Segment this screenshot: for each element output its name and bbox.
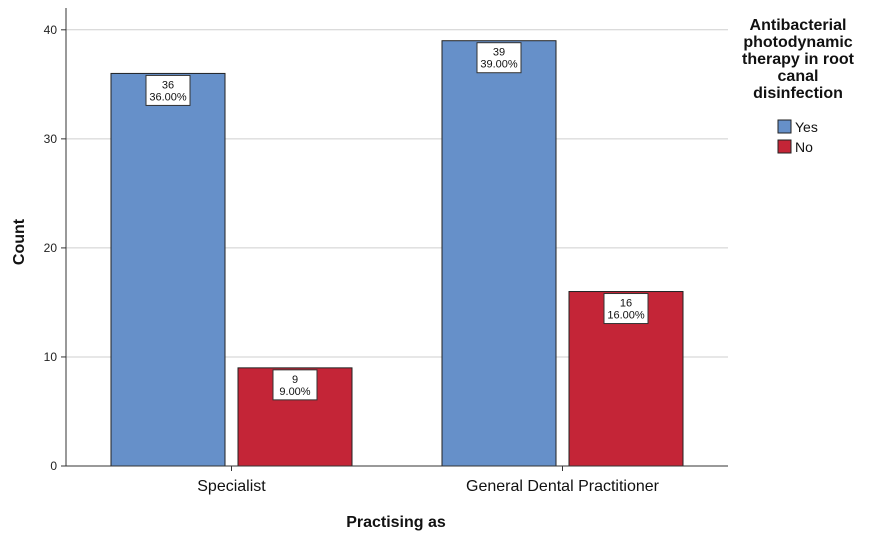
legend-title-line: canal (778, 68, 819, 85)
data-label-count: 16 (620, 298, 632, 310)
x-tick-label: General Dental Practitioner (466, 478, 660, 495)
legend-label-yes: Yes (795, 119, 818, 135)
y-tick-label: 20 (44, 241, 58, 255)
data-label-percent: 39.00% (480, 59, 518, 71)
data-label-box (603, 293, 649, 325)
data-label-box (272, 369, 318, 401)
data-label-count: 39 (493, 47, 505, 59)
y-tick-label: 30 (44, 132, 58, 146)
legend-label-no: No (795, 139, 813, 155)
x-axis-title: Practising as (346, 514, 446, 531)
bar-yes (441, 40, 557, 467)
legend-title-line: therapy in root (742, 51, 855, 68)
legend-swatch-yes (777, 119, 792, 134)
data-label: 99.00% (272, 369, 318, 401)
legend-title-line: photodynamic (743, 34, 852, 51)
data-label-count: 36 (162, 79, 174, 91)
bars (110, 40, 684, 467)
y-tick-label: 40 (44, 23, 58, 37)
x-tick-label: Specialist (197, 478, 266, 495)
y-tick-label: 10 (44, 350, 58, 364)
data-label-percent: 16.00% (607, 310, 645, 322)
bar-yes (110, 72, 226, 467)
legend-title-line: Antibacterial (750, 17, 847, 34)
data-label-count: 9 (292, 374, 298, 386)
legend-swatch-no (777, 139, 792, 154)
axes: 0 10 20 30 40 Specialist General Dental Practi… (44, 8, 728, 495)
y-tick-label: 0 (50, 459, 57, 473)
y-axis-title: Count (11, 218, 28, 265)
data-label-percent: 36.00% (149, 91, 187, 103)
data-label-box (145, 74, 191, 106)
data-label-percent: 9.00% (279, 386, 310, 398)
legend-title-line: disinfection (753, 85, 843, 102)
data-label-box (476, 42, 522, 74)
